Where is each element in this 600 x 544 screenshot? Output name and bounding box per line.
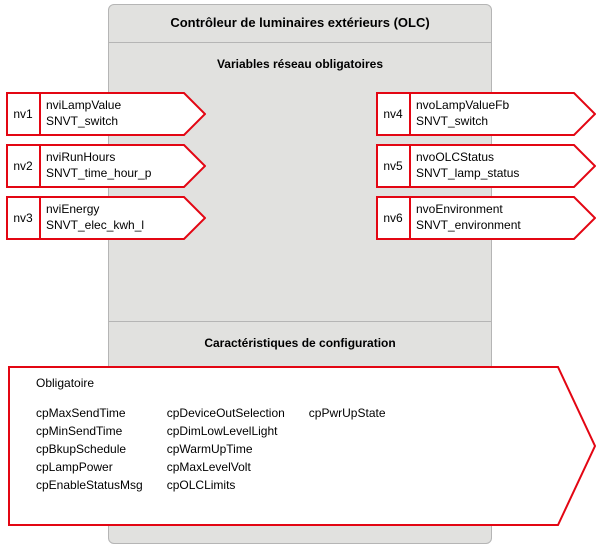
nv-arrow-nv2: nv2nviRunHoursSNVT_time_hour_p xyxy=(6,144,206,188)
config-col-3: cpPwrUpState xyxy=(309,404,386,494)
section-config-header: Caractéristiques de configuration xyxy=(109,321,491,362)
nv-tag: nv2 xyxy=(6,144,40,188)
nv-arrow-nv3: nv3nviEnergySNVT_elec_kwh_l xyxy=(6,196,206,240)
nv-tag: nv5 xyxy=(376,144,410,188)
nv-type: SNVT_switch xyxy=(416,114,509,130)
nv-type: SNVT_elec_kwh_l xyxy=(46,218,144,234)
config-item: cpEnableStatusMsg xyxy=(36,476,143,494)
config-item: cpMinSendTime xyxy=(36,422,143,440)
nv-tag: nv6 xyxy=(376,196,410,240)
nv-arrow-nv5: nv5nvoOLCStatusSNVT_lamp_status xyxy=(376,144,596,188)
nv-arrow-nv6: nv6nvoEnvironmentSNVT_environment xyxy=(376,196,596,240)
nv-name: nviRunHours xyxy=(46,150,151,166)
config-item: cpMaxLevelVolt xyxy=(167,458,285,476)
config-item: cpLampPower xyxy=(36,458,143,476)
nv-type: SNVT_lamp_status xyxy=(416,166,519,182)
nv-name: nvoLampValueFb xyxy=(416,98,509,114)
nv-arrow-nv4: nv4nvoLampValueFbSNVT_switch xyxy=(376,92,596,136)
config-item: cpWarmUpTime xyxy=(167,440,285,458)
nv-name: nvoEnvironment xyxy=(416,202,521,218)
config-item: cpMaxSendTime xyxy=(36,404,143,422)
nv-body: nviRunHoursSNVT_time_hour_p xyxy=(46,144,151,188)
nv-type: SNVT_switch xyxy=(46,114,121,130)
nv-type: SNVT_environment xyxy=(416,218,521,234)
config-content: Obligatoire cpMaxSendTimecpMinSendTimecpB… xyxy=(36,376,536,516)
config-header: Obligatoire xyxy=(36,376,536,390)
nv-body: nvoEnvironmentSNVT_environment xyxy=(416,196,521,240)
nv-tag: nv3 xyxy=(6,196,40,240)
config-item: cpBkupSchedule xyxy=(36,440,143,458)
nv-name: nviEnergy xyxy=(46,202,144,218)
config-columns: cpMaxSendTimecpMinSendTimecpBkupSchedule… xyxy=(36,404,536,494)
config-item: cpDeviceOutSelection xyxy=(167,404,285,422)
nv-body: nviEnergySNVT_elec_kwh_l xyxy=(46,196,144,240)
nv-body: nvoOLCStatusSNVT_lamp_status xyxy=(416,144,519,188)
nv-body: nviLampValueSNVT_switch xyxy=(46,92,121,136)
panel-title: Contrôleur de luminaires extérieurs (OLC… xyxy=(109,5,491,43)
config-item: cpOLCLimits xyxy=(167,476,285,494)
nv-name: nviLampValue xyxy=(46,98,121,114)
config-item: cpDimLowLevelLight xyxy=(167,422,285,440)
nv-body: nvoLampValueFbSNVT_switch xyxy=(416,92,509,136)
nv-type: SNVT_time_hour_p xyxy=(46,166,151,182)
config-col-2: cpDeviceOutSelectioncpDimLowLevelLightcp… xyxy=(167,404,285,494)
nv-tag: nv1 xyxy=(6,92,40,136)
config-item: cpPwrUpState xyxy=(309,404,386,422)
diagram-stage: Contrôleur de luminaires extérieurs (OLC… xyxy=(0,0,600,544)
nv-name: nvoOLCStatus xyxy=(416,150,519,166)
section-variables-header: Variables réseau obligatoires xyxy=(109,43,491,83)
nv-tag: nv4 xyxy=(376,92,410,136)
config-arrow: Obligatoire cpMaxSendTimecpMinSendTimecpB… xyxy=(8,366,596,526)
config-col-1: cpMaxSendTimecpMinSendTimecpBkupSchedule… xyxy=(36,404,143,494)
nv-arrow-nv1: nv1nviLampValueSNVT_switch xyxy=(6,92,206,136)
